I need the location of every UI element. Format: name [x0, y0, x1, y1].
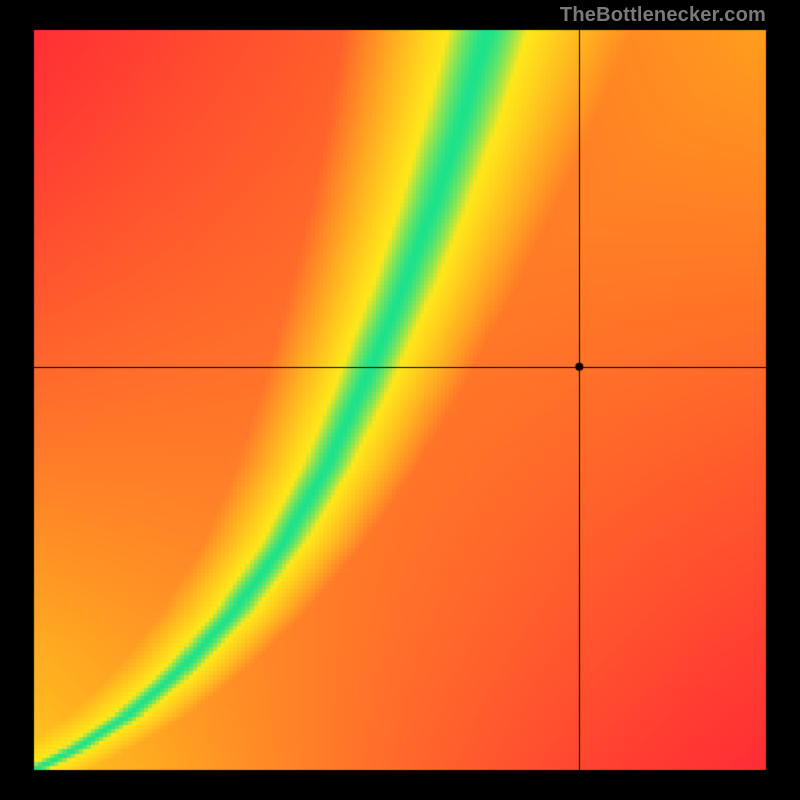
watermark-text: TheBottlenecker.com: [560, 4, 766, 27]
bottleneck-heatmap: [0, 0, 800, 800]
